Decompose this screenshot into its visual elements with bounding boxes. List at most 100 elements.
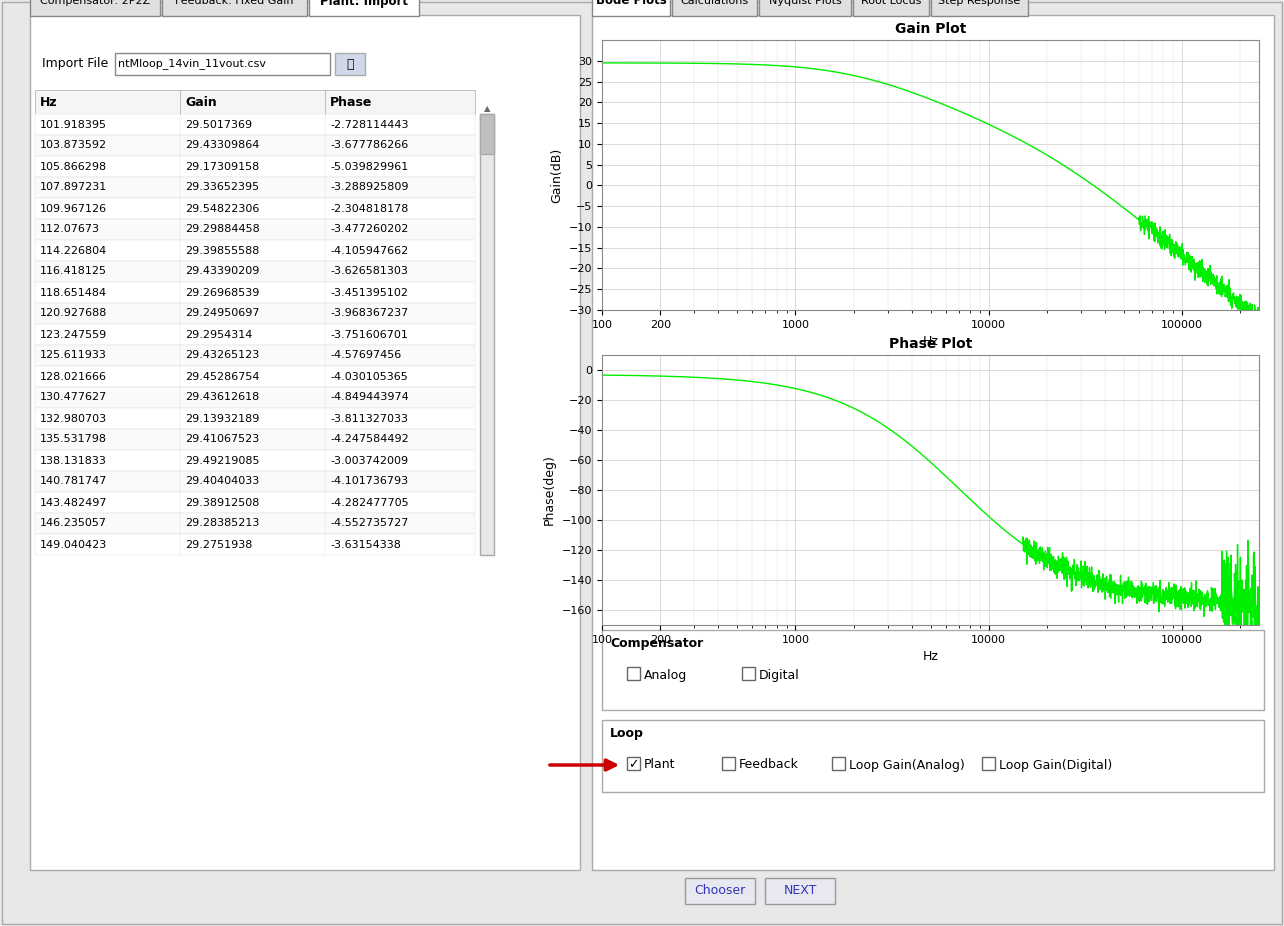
Title: Gain Plot: Gain Plot: [895, 22, 966, 36]
Text: 29.29884458: 29.29884458: [185, 224, 259, 234]
Text: Analog: Analog: [645, 669, 687, 682]
Text: 29.17309158: 29.17309158: [185, 161, 259, 171]
Text: Import File: Import File: [42, 57, 108, 70]
Bar: [35, 534, 475, 555]
Text: -3.288925809: -3.288925809: [330, 182, 408, 193]
Bar: [627, 757, 639, 770]
Text: Gain: Gain: [185, 95, 217, 108]
Bar: [35, 198, 475, 219]
Text: 143.482497: 143.482497: [40, 497, 108, 507]
Text: 140.781747: 140.781747: [40, 477, 108, 486]
Text: 🗂: 🗂: [347, 57, 354, 70]
Text: Nyquist Plots: Nyquist Plots: [769, 0, 841, 6]
Text: 125.611933: 125.611933: [40, 351, 107, 360]
Text: 146.235057: 146.235057: [40, 519, 107, 529]
Text: 29.38912508: 29.38912508: [185, 497, 259, 507]
Text: 29.43612618: 29.43612618: [185, 393, 259, 403]
Bar: [35, 366, 475, 387]
Text: 29.39855588: 29.39855588: [185, 245, 259, 256]
Text: -4.552735727: -4.552735727: [330, 519, 408, 529]
Text: 29.33652395: 29.33652395: [185, 182, 259, 193]
Text: -2.304818178: -2.304818178: [330, 204, 408, 214]
Text: -4.247584492: -4.247584492: [330, 434, 408, 444]
Bar: [35, 177, 475, 198]
Text: -3.751606701: -3.751606701: [330, 330, 408, 340]
Bar: [722, 757, 734, 770]
Bar: [982, 757, 995, 770]
Text: 29.28385213: 29.28385213: [185, 519, 259, 529]
Text: Feedback: Fixed Gain: Feedback: Fixed Gain: [175, 0, 294, 6]
Text: -4.57697456: -4.57697456: [330, 351, 401, 360]
Bar: [309, 0, 419, 16]
Text: Calculations: Calculations: [681, 0, 749, 6]
Bar: [30, 15, 580, 870]
Text: 116.418125: 116.418125: [40, 267, 107, 277]
Text: -4.101736793: -4.101736793: [330, 477, 408, 486]
Text: 135.531798: 135.531798: [40, 434, 107, 444]
Text: 29.43390209: 29.43390209: [185, 267, 259, 277]
Text: Digital: Digital: [759, 669, 800, 682]
Bar: [35, 90, 475, 114]
Text: 130.477627: 130.477627: [40, 393, 108, 403]
Bar: [35, 240, 475, 261]
Text: 101.918395: 101.918395: [40, 119, 107, 130]
Bar: [832, 757, 845, 770]
Text: Loop: Loop: [610, 728, 643, 741]
Bar: [162, 0, 307, 16]
Bar: [35, 156, 475, 177]
Text: 29.24950697: 29.24950697: [185, 308, 259, 319]
Bar: [35, 345, 475, 366]
Text: ▲: ▲: [484, 105, 490, 114]
Text: -3.003742009: -3.003742009: [330, 456, 408, 466]
Bar: [116, 53, 330, 75]
X-axis label: Hz: Hz: [923, 335, 939, 348]
Bar: [602, 630, 1263, 710]
Text: 29.40404033: 29.40404033: [185, 477, 259, 486]
Text: 105.866298: 105.866298: [40, 161, 107, 171]
Title: Phase Plot: Phase Plot: [889, 337, 972, 351]
Text: -3.677786266: -3.677786266: [330, 141, 408, 151]
Text: -5.039829961: -5.039829961: [330, 161, 408, 171]
Text: -4.105947662: -4.105947662: [330, 245, 408, 256]
Y-axis label: Gain(dB): Gain(dB): [551, 147, 564, 203]
Text: -3.626581303: -3.626581303: [330, 267, 408, 277]
Bar: [35, 471, 475, 492]
Bar: [35, 114, 475, 135]
Text: 128.021666: 128.021666: [40, 371, 107, 382]
Y-axis label: Phase(deg): Phase(deg): [543, 455, 556, 525]
Text: -3.477260202: -3.477260202: [330, 224, 408, 234]
Text: Compensator: Compensator: [610, 637, 704, 650]
Text: 29.49219085: 29.49219085: [185, 456, 259, 466]
Text: -2.728114443: -2.728114443: [330, 119, 408, 130]
Text: 107.897231: 107.897231: [40, 182, 108, 193]
Bar: [759, 0, 851, 16]
Bar: [30, 0, 161, 16]
Text: 29.13932189: 29.13932189: [185, 414, 259, 423]
Text: 114.226804: 114.226804: [40, 245, 108, 256]
Bar: [765, 878, 835, 904]
Bar: [35, 408, 475, 429]
Text: 29.26968539: 29.26968539: [185, 287, 259, 297]
Text: NEXT: NEXT: [783, 884, 817, 897]
Text: 149.040423: 149.040423: [40, 540, 108, 549]
Text: -4.030105365: -4.030105365: [330, 371, 408, 382]
Text: -4.849443974: -4.849443974: [330, 393, 408, 403]
Text: Bode Plots: Bode Plots: [596, 0, 666, 7]
Bar: [627, 667, 639, 680]
Text: 29.41067523: 29.41067523: [185, 434, 259, 444]
Bar: [335, 53, 365, 75]
Bar: [35, 450, 475, 471]
Text: Feedback: Feedback: [740, 758, 799, 771]
Text: 118.651484: 118.651484: [40, 287, 107, 297]
X-axis label: Hz: Hz: [923, 650, 939, 663]
Bar: [480, 114, 494, 555]
Text: -3.63154338: -3.63154338: [330, 540, 401, 549]
Bar: [35, 135, 475, 156]
Text: Root Locus: Root Locus: [860, 0, 921, 6]
Text: Hz: Hz: [40, 95, 58, 108]
Bar: [684, 878, 755, 904]
Text: Plant: Import: Plant: Import: [320, 0, 408, 7]
Text: ✓: ✓: [628, 758, 638, 771]
Bar: [592, 0, 670, 16]
Text: 29.43309864: 29.43309864: [185, 141, 259, 151]
